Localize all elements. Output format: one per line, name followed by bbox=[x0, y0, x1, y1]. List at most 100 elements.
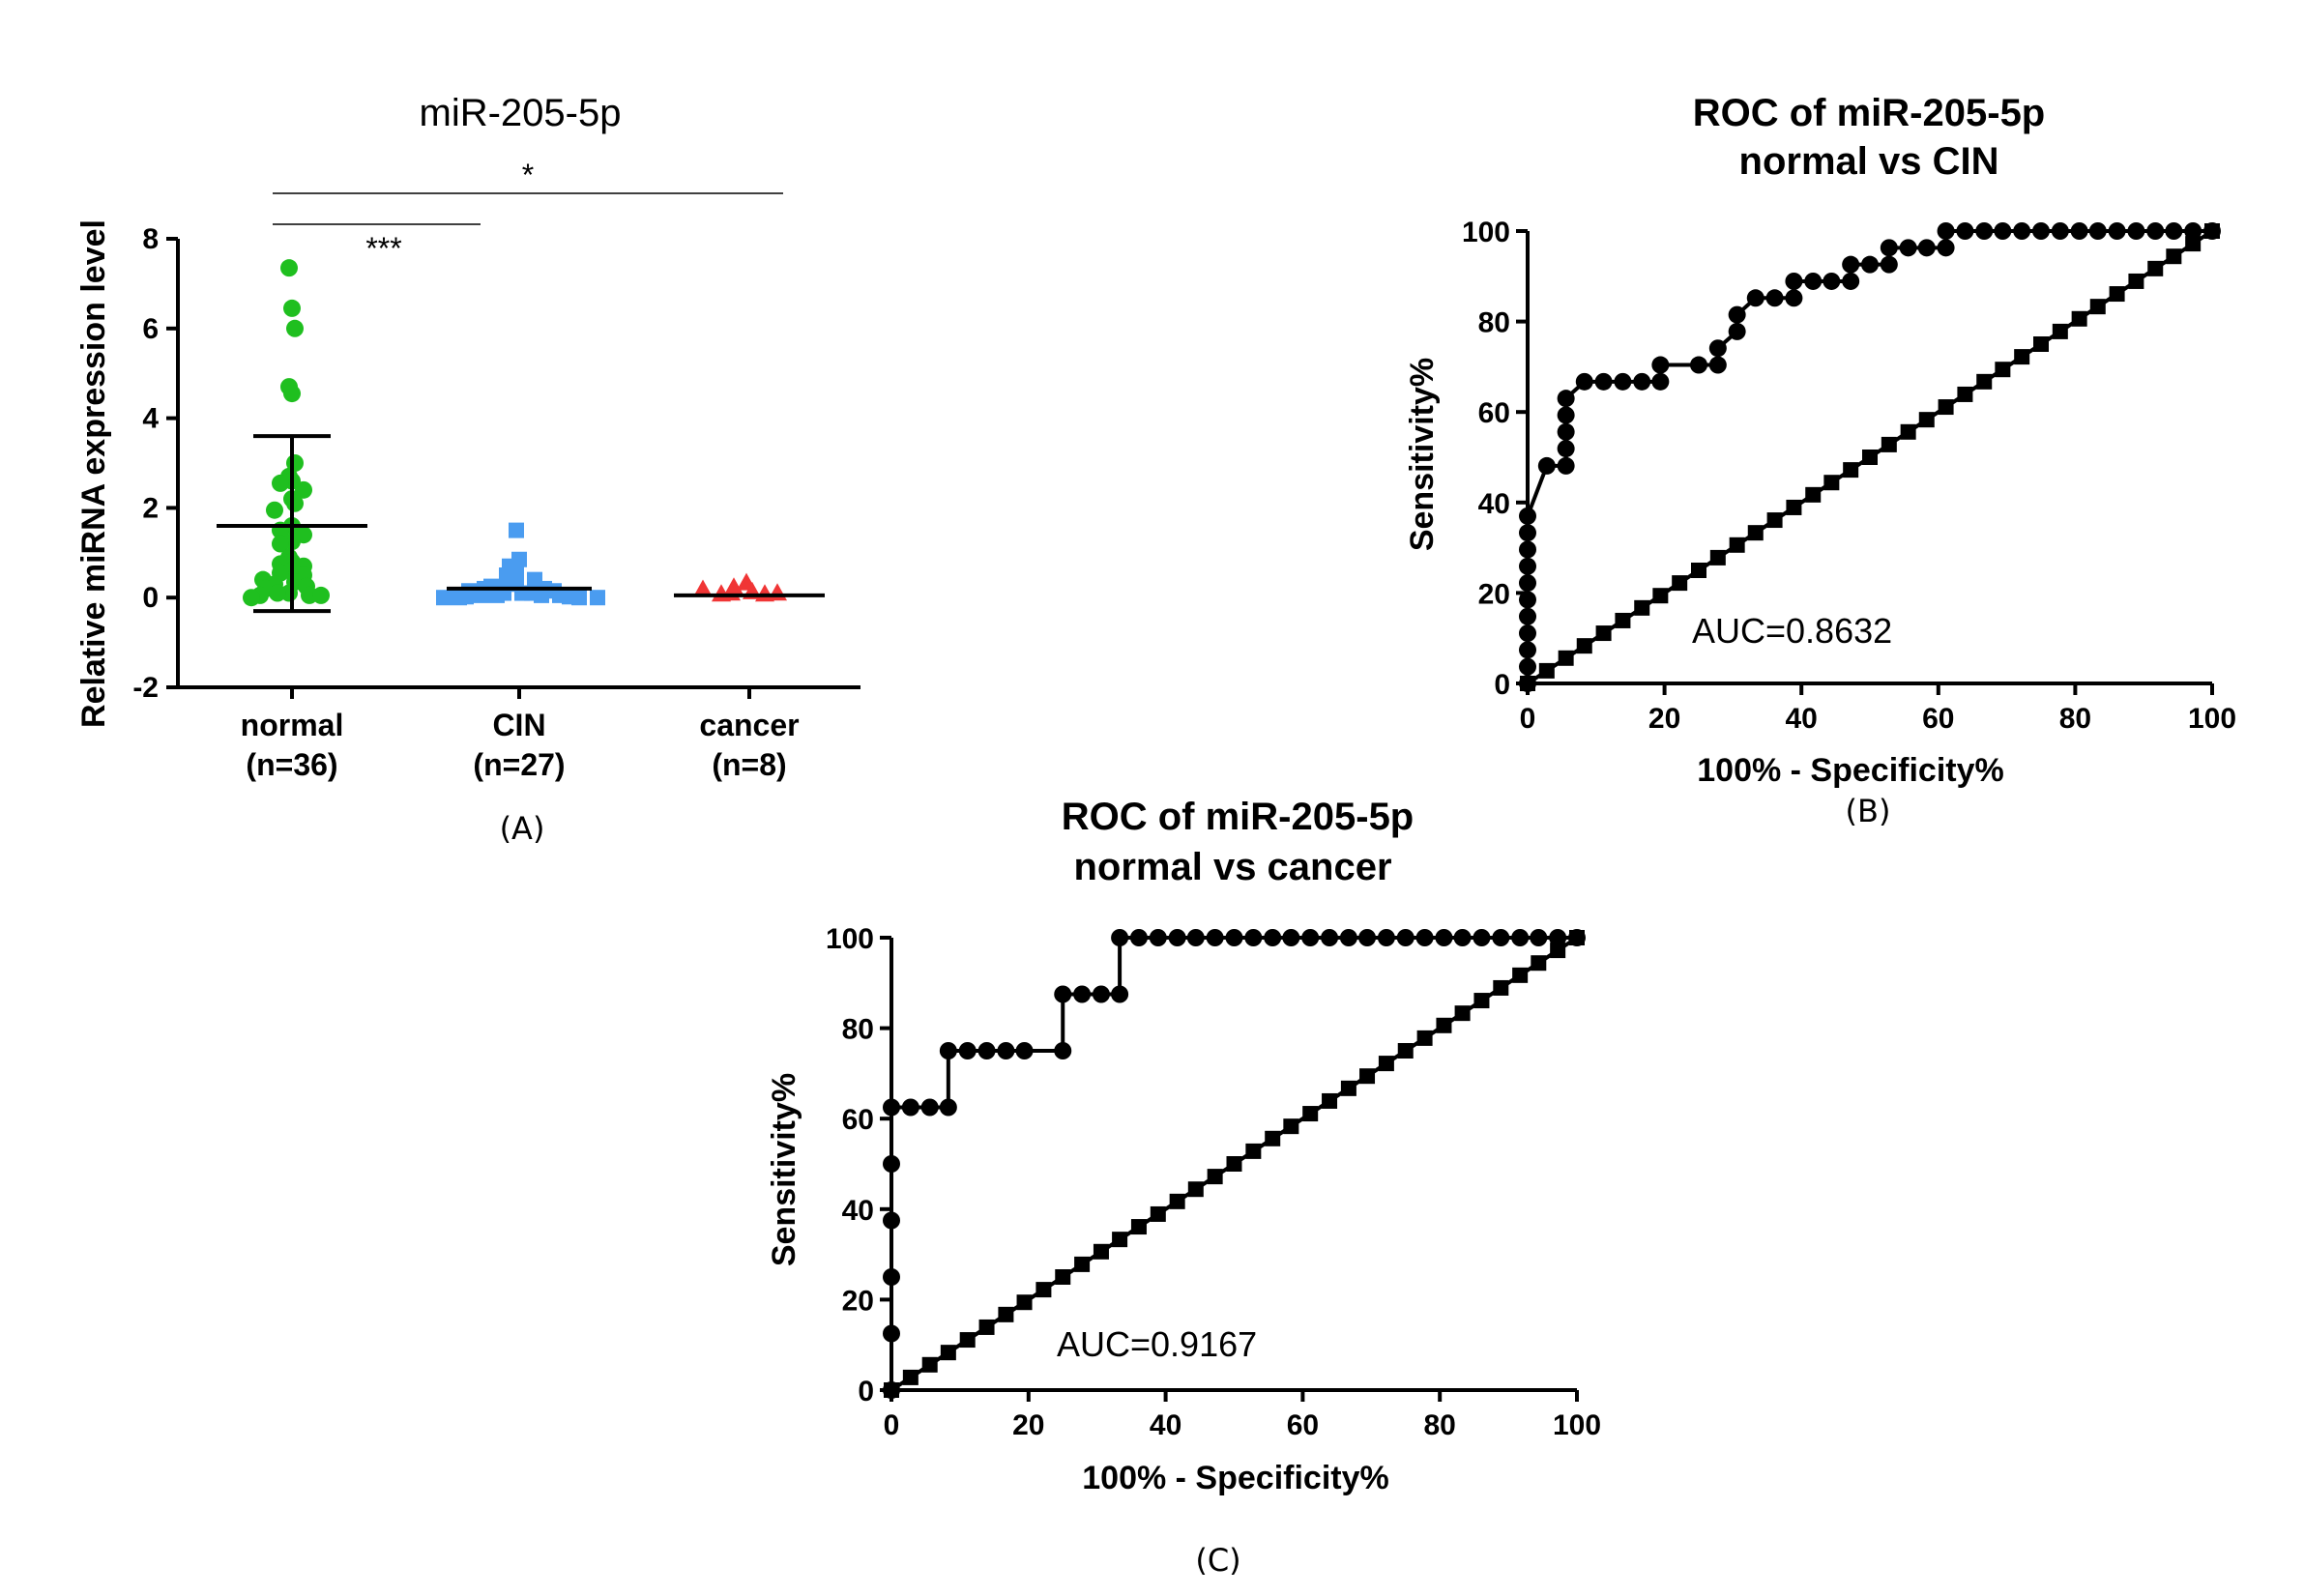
panel-b-roc-point bbox=[1651, 372, 1670, 391]
panel-b-roc-point bbox=[1537, 456, 1556, 475]
panel-b-roc-point bbox=[1917, 239, 1936, 257]
panel-c-x-tick-label: 40 bbox=[1150, 1409, 1181, 1441]
panel-a-dot-plot: miR-205-5p Relative miRNA expression lev… bbox=[75, 92, 860, 847]
panel-b-reference-point bbox=[2014, 349, 2030, 365]
panel-b-roc-point bbox=[1614, 372, 1632, 391]
panel-b-roc-point bbox=[1519, 591, 1536, 609]
panel-b-roc-point bbox=[1842, 255, 1860, 274]
panel-b-roc-point bbox=[1519, 624, 1536, 643]
panel-c-roc-point bbox=[1339, 929, 1357, 946]
panel-a-data-point bbox=[489, 587, 505, 603]
panel-b-roc-point bbox=[1557, 456, 1575, 475]
panel-c-roc-point bbox=[1073, 985, 1092, 1003]
panel-b-roc-point bbox=[2088, 222, 2107, 240]
panel-c-roc-point bbox=[1453, 929, 1472, 946]
panel-a-data-point bbox=[272, 474, 289, 492]
panel-b-reference-point bbox=[1862, 450, 1878, 465]
panel-c-y-tick-label: 100 bbox=[826, 923, 874, 955]
panel-c-roc-point bbox=[1549, 929, 1567, 946]
panel-b-roc-point bbox=[1575, 372, 1593, 391]
panel-b-x-tick-label: 40 bbox=[1786, 703, 1818, 735]
panel-c-y-tick-label: 20 bbox=[842, 1285, 874, 1317]
panel-b-roc-point bbox=[1690, 356, 1707, 374]
panel-c-roc-point bbox=[1473, 929, 1491, 946]
panel-b-x-tick-label: 0 bbox=[1520, 703, 1536, 735]
panel-c-roc-point bbox=[1054, 985, 1072, 1003]
panel-c-roc-point bbox=[1301, 929, 1320, 946]
panel-b-roc-point bbox=[2051, 222, 2069, 240]
panel-c-reference-point bbox=[940, 1345, 956, 1361]
panel-a-data-point bbox=[243, 589, 260, 607]
panel-c-roc-point bbox=[1015, 1042, 1034, 1059]
panel-c-roc-point bbox=[1168, 929, 1186, 946]
panel-c-x-tick-label: 60 bbox=[1287, 1409, 1319, 1441]
panel-c-roc-point bbox=[1492, 929, 1510, 946]
panel-c-reference-point bbox=[1035, 1282, 1052, 1298]
panel-b-y-tick-label: 0 bbox=[1494, 669, 1510, 701]
panel-b-reference-point bbox=[1595, 625, 1612, 642]
panel-b-roc-point bbox=[1746, 289, 1764, 307]
panel-c-title: ROC of miR-205-5p bbox=[1062, 796, 1414, 838]
panel-c-roc-point bbox=[1111, 929, 1129, 946]
panel-c-roc-point bbox=[977, 1042, 996, 1059]
panel-a-data-point bbox=[266, 501, 283, 519]
panel-c-reference-point bbox=[1569, 930, 1585, 945]
panel-c-roc-point bbox=[1396, 929, 1414, 946]
panel-a-y-tick-label: 4 bbox=[142, 403, 159, 435]
panel-c-roc-point bbox=[958, 1042, 977, 1059]
panel-c-roc-point bbox=[1206, 929, 1224, 946]
panel-a-title: miR-205-5p bbox=[420, 92, 622, 134]
panel-a-category-n: (n=8) bbox=[712, 747, 786, 782]
panel-b-roc-point bbox=[1519, 607, 1536, 625]
panel-b-y-tick-label: 60 bbox=[1478, 397, 1510, 429]
panel-c-reference-point bbox=[1093, 1243, 1109, 1260]
panel-a-data-point bbox=[768, 583, 787, 601]
panel-b-y-tick-label: 20 bbox=[1478, 578, 1510, 610]
panel-c-roc-point bbox=[883, 1211, 900, 1230]
panel-c-roc-point bbox=[1358, 929, 1377, 946]
panel-a-data-point bbox=[452, 590, 467, 606]
panel-b-x-tick-label: 60 bbox=[1922, 703, 1954, 735]
panel-a-data-point bbox=[509, 522, 524, 538]
panel-c-y-axis-label: Sensitivity% bbox=[766, 1073, 802, 1266]
panel-a-y-tick-label: 6 bbox=[142, 313, 159, 345]
panel-c-roc-point bbox=[1321, 929, 1339, 946]
panel-c-reference-point bbox=[959, 1332, 976, 1349]
panel-c-reference-point bbox=[1226, 1156, 1242, 1172]
panel-c-reference-point bbox=[1207, 1169, 1223, 1185]
panel-c-reference-point bbox=[1436, 1017, 1452, 1033]
panel-c-reference-point bbox=[921, 1356, 938, 1373]
panel-c-reference-point bbox=[1283, 1118, 1299, 1135]
panel-c-reference-point bbox=[1265, 1130, 1281, 1146]
panel-b-reference-point bbox=[1520, 676, 1535, 691]
panel-a-data-point bbox=[286, 319, 304, 337]
panel-c-roc-point bbox=[1129, 929, 1148, 946]
panel-c-roc-point bbox=[1435, 929, 1453, 946]
panel-c-x-axis-label: 100% - Specificity% bbox=[1082, 1460, 1388, 1496]
panel-c-roc-point bbox=[1149, 929, 1167, 946]
panel-a-category-label: normal bbox=[241, 708, 344, 742]
panel-c-roc-point bbox=[1264, 929, 1282, 946]
panel-b-reference-point bbox=[2185, 236, 2202, 252]
panel-b-reference-point bbox=[2204, 223, 2220, 239]
panel-c-reference-point bbox=[1340, 1080, 1356, 1096]
panel-b-subtitle: normal vs CIN bbox=[1739, 140, 1999, 183]
panel-a-data-point bbox=[286, 494, 304, 512]
panel-b-reference-point bbox=[1881, 436, 1897, 452]
panel-b-roc-point bbox=[1899, 239, 1917, 257]
panel-c-roc-point bbox=[997, 1042, 1015, 1059]
panel-c-reference-point bbox=[1397, 1043, 1414, 1059]
panel-c-roc-point bbox=[939, 1042, 957, 1059]
panel-a-data-point bbox=[283, 299, 301, 317]
panel-c-reference-point bbox=[1112, 1232, 1128, 1248]
panel-b-reference-point bbox=[1615, 612, 1631, 628]
panel-b-x-axis-label: 100% - Specificity% bbox=[1697, 752, 2003, 789]
panel-a-data-point bbox=[312, 586, 330, 604]
panel-b-roc-point bbox=[2013, 222, 2031, 240]
panel-c-reference-point bbox=[884, 1382, 899, 1398]
panel-a-data-point bbox=[534, 587, 549, 603]
panel-b-roc-point bbox=[1728, 322, 1746, 340]
panel-a-data-point bbox=[272, 535, 289, 553]
panel-b-reference-point bbox=[1805, 486, 1822, 503]
